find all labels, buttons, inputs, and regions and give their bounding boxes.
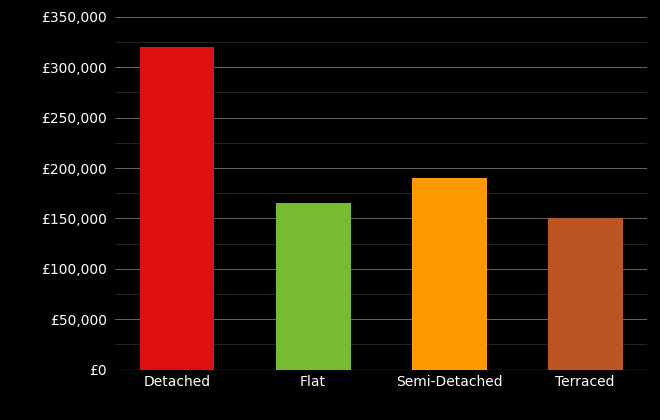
- Bar: [548, 218, 622, 370]
- Bar: [276, 203, 350, 370]
- Bar: [140, 47, 214, 370]
- Bar: [412, 178, 486, 370]
